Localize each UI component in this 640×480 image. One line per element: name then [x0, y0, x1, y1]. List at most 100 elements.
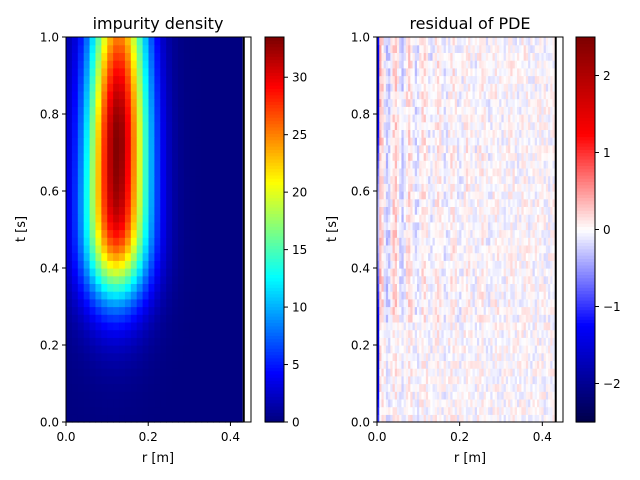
- colorbar-segment: [265, 184, 284, 189]
- density-cell: [113, 121, 120, 130]
- residual-cell: [450, 152, 454, 161]
- residual-cell: [528, 221, 531, 231]
- residual-cell: [483, 275, 487, 284]
- density-cell: [148, 67, 155, 77]
- residual-cell: [396, 98, 400, 107]
- residual-cell: [448, 268, 451, 277]
- density-cell: [66, 129, 73, 138]
- residual-cell: [543, 221, 547, 231]
- density-cell: [124, 175, 132, 184]
- colorbar-segment: [265, 312, 284, 317]
- density-cell: [113, 221, 120, 231]
- residual-cell: [483, 229, 487, 238]
- residual-cell: [474, 121, 478, 130]
- density-cell: [195, 229, 203, 238]
- density-cell: [148, 291, 155, 300]
- colorbar-segment: [265, 187, 284, 192]
- density-cell: [142, 152, 150, 161]
- residual-cell: [465, 175, 469, 184]
- residual-cell: [488, 391, 491, 400]
- residual-cell: [536, 252, 540, 261]
- residual-cell: [488, 114, 491, 123]
- residual-cell: [550, 321, 554, 331]
- density-cell: [230, 321, 238, 331]
- residual-cell: [439, 414, 443, 423]
- residual-cell: [456, 268, 460, 277]
- density-cell: [136, 75, 144, 84]
- residual-cell: [528, 237, 531, 246]
- residual-cell: [534, 237, 538, 246]
- residual-cell: [510, 129, 514, 138]
- residual-cell: [419, 306, 423, 315]
- residual-cell: [528, 144, 531, 154]
- residual-cell: [485, 275, 489, 284]
- density-cell: [213, 198, 220, 207]
- residual-cell: [525, 144, 529, 154]
- density-cell: [130, 360, 138, 369]
- density-cell: [177, 321, 185, 331]
- residual-cell: [550, 260, 554, 269]
- residual-cell: [377, 175, 380, 184]
- density-cell: [124, 129, 132, 138]
- residual-cell: [445, 121, 449, 130]
- residual-cell: [425, 345, 429, 354]
- residual-cell: [445, 368, 449, 377]
- residual-cell: [405, 391, 409, 400]
- residual-cell: [543, 206, 547, 215]
- density-cell: [113, 229, 120, 238]
- residual-cell: [436, 329, 440, 338]
- density-cell: [107, 391, 114, 400]
- colorbar-segment: [265, 255, 284, 259]
- residual-cell: [510, 329, 514, 338]
- density-cell: [66, 298, 73, 308]
- residual-cell: [521, 214, 525, 223]
- density-cell: [160, 391, 167, 400]
- residual-cell: [436, 98, 440, 107]
- residual-cell: [459, 98, 463, 107]
- density-cell: [77, 229, 85, 238]
- density-cell: [219, 167, 226, 177]
- density-cell: [172, 114, 179, 123]
- residual-cell: [512, 252, 516, 261]
- density-cell: [95, 268, 102, 277]
- residual-cell: [392, 106, 396, 115]
- residual-cell: [512, 352, 516, 361]
- density-cell: [113, 90, 120, 100]
- residual-cell: [488, 144, 491, 154]
- residual-cell: [472, 375, 476, 385]
- residual-cell: [461, 229, 465, 238]
- residual-cell: [510, 237, 514, 246]
- residual-cell: [468, 121, 471, 130]
- residual-cell: [499, 221, 503, 231]
- residual-cell: [414, 314, 418, 323]
- residual-cell: [534, 329, 538, 338]
- residual-cell: [494, 291, 498, 300]
- residual-cell: [503, 283, 507, 292]
- residual-cell: [501, 368, 505, 377]
- colorbar-segment: [265, 319, 284, 324]
- residual-cell: [536, 306, 540, 315]
- residual-cell: [465, 152, 469, 161]
- density-cell: [136, 129, 144, 138]
- residual-cell: [454, 191, 458, 200]
- density-cell: [101, 183, 108, 192]
- density-cell: [113, 306, 120, 315]
- residual-cell: [405, 314, 409, 323]
- density-cell: [77, 360, 85, 369]
- residual-cell: [508, 406, 511, 415]
- density-cell: [77, 37, 85, 46]
- residual-cell: [430, 237, 434, 246]
- density-cell: [101, 52, 108, 61]
- residual-cell: [445, 160, 449, 169]
- residual-cell: [474, 375, 478, 385]
- residual-cell: [441, 221, 445, 231]
- residual-cell: [463, 191, 467, 200]
- colorbar-tick-label: 30: [292, 71, 307, 85]
- residual-cell: [414, 144, 418, 154]
- density-cell: [130, 90, 138, 100]
- colorbar-segment: [265, 75, 284, 80]
- density-cell: [119, 191, 126, 200]
- residual-cell: [403, 275, 407, 284]
- residual-cell: [421, 252, 425, 261]
- residual-cell: [501, 260, 505, 269]
